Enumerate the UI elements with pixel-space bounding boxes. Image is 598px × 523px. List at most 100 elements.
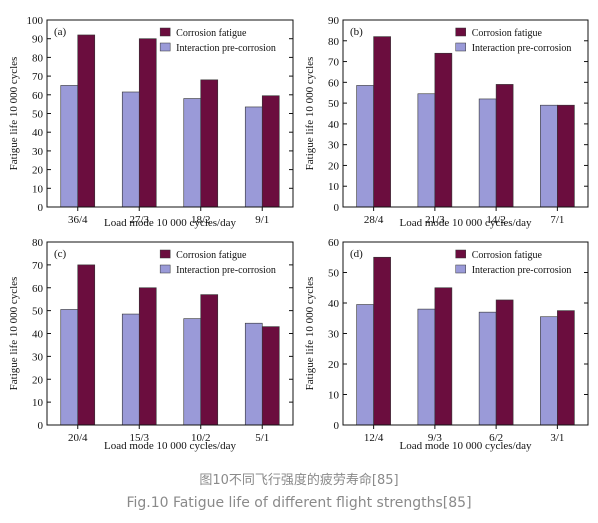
y-tick-label: 20	[328, 160, 340, 172]
bar-interaction-pre-corrosion	[417, 93, 436, 208]
legend-swatch	[159, 264, 171, 274]
x-tick-label: 9/3	[428, 432, 443, 444]
legend-label: Interaction pre-corrosion	[176, 265, 276, 276]
x-axis-label: Load mode 10 000 cycles/day	[104, 440, 236, 452]
figure-caption-chinese: 图10不同飞行强度的疲劳寿命[85]	[199, 473, 399, 488]
y-tick-label: 0	[334, 202, 340, 214]
y-tick-label: 50	[32, 109, 44, 121]
bar-interaction-pre-corrosion	[356, 85, 374, 208]
bar-interaction-pre-corrosion	[121, 313, 140, 426]
y-tick-label: 50	[32, 306, 44, 318]
y-tick-label: 10	[328, 181, 340, 193]
bar-corrosion-fatigue	[434, 52, 453, 208]
y-tick-label: 20	[32, 165, 44, 177]
y-tick-label: 90	[32, 34, 44, 46]
bar-corrosion-fatigue	[373, 36, 391, 208]
y-tick-label: 60	[32, 283, 44, 295]
bar-interaction-pre-corrosion	[244, 322, 263, 426]
bar-corrosion-fatigue	[373, 256, 391, 426]
legend: Corrosion fatigue Interaction pre-corrosi…	[159, 249, 276, 276]
bar-corrosion-fatigue	[200, 79, 219, 208]
y-tick-label: 30	[32, 146, 44, 158]
chart-panel-1: 0 10 20 30 40 50 60 70 80 90 100 36/4 27/3 18/2 9/1 (a)…	[8, 15, 294, 229]
x-tick-label: 7/1	[550, 214, 564, 226]
y-tick-label: 60	[328, 77, 340, 89]
y-tick-label: 80	[328, 36, 340, 48]
legend-label: Corrosion fatigue	[176, 28, 247, 39]
bar-corrosion-fatigue	[138, 287, 157, 426]
legend: Corrosion fatigue Interaction pre-corrosi…	[455, 27, 572, 54]
panel-label: (c)	[54, 248, 67, 260]
y-tick-label: 40	[32, 127, 44, 139]
y-tick-label: 50	[328, 98, 340, 110]
chart-panel-4: 0 10 20 30 40 50 60 12/4 9/3 6/2 3/1 (d) Corrosion f…	[304, 237, 589, 452]
legend-label: Corrosion fatigue	[472, 250, 543, 261]
y-tick-label: 20	[32, 374, 44, 386]
y-tick-label: 60	[328, 237, 340, 249]
y-axis-label: Fatigue life 10 000 cycles	[8, 57, 20, 171]
panel-label: (a)	[54, 26, 67, 38]
x-tick-label: 12/4	[364, 432, 384, 444]
y-tick-label: 40	[328, 298, 340, 310]
bar-interaction-pre-corrosion	[417, 308, 436, 426]
x-tick-label: 27/3	[129, 214, 149, 226]
panel-label: (b)	[350, 26, 363, 38]
bar-interaction-pre-corrosion	[478, 98, 497, 208]
legend-label: Corrosion fatigue	[472, 28, 543, 39]
figure-caption-english: Fig.10 Fatigue life of different flight …	[126, 495, 472, 511]
y-tick-label: 70	[328, 57, 340, 69]
x-tick-label: 9/1	[255, 214, 269, 226]
x-tick-label: 5/1	[255, 432, 269, 444]
bar-corrosion-fatigue	[557, 104, 575, 208]
y-tick-label: 0	[38, 420, 44, 432]
bar-corrosion-fatigue	[557, 310, 575, 426]
y-tick-label: 80	[32, 52, 44, 64]
x-axis-label: Load mode 10 000 cycles/day	[400, 217, 532, 229]
legend-label: Interaction pre-corrosion	[176, 43, 276, 54]
x-tick-label: 14/2	[486, 214, 506, 226]
bar-interaction-pre-corrosion	[540, 104, 558, 208]
y-tick-label: 0	[334, 420, 340, 432]
bar-corrosion-fatigue	[200, 294, 219, 426]
bar-corrosion-fatigue	[434, 287, 453, 426]
y-tick-label: 70	[32, 260, 44, 272]
legend-swatch	[455, 249, 466, 259]
y-tick-label: 10	[328, 390, 340, 402]
x-tick-label: 15/3	[129, 432, 149, 444]
legend-label: Corrosion fatigue	[176, 250, 247, 261]
chart-panel-3: 0 10 20 30 40 50 60 70 80 20/4 15/3 10/2 5/1 (c) Corro…	[8, 237, 294, 452]
x-tick-label: 6/2	[489, 432, 503, 444]
bar-interaction-pre-corrosion	[183, 318, 202, 426]
bar-interaction-pre-corrosion	[60, 309, 79, 426]
y-tick-label: 10	[32, 183, 44, 195]
y-tick-label: 40	[32, 329, 44, 341]
bar-corrosion-fatigue	[495, 299, 514, 426]
plot-frame	[46, 241, 294, 426]
x-tick-label: 10/2	[191, 432, 211, 444]
bar-interaction-pre-corrosion	[183, 98, 202, 208]
y-axis-label: Fatigue life 10 000 cycles	[304, 277, 316, 391]
legend-swatch	[455, 27, 466, 37]
y-tick-label: 60	[32, 90, 44, 102]
bar-interaction-pre-corrosion	[356, 304, 374, 426]
legend: Corrosion fatigue Interaction pre-corrosi…	[159, 27, 276, 54]
legend-label: Interaction pre-corrosion	[472, 43, 572, 54]
plot-frame	[342, 241, 589, 426]
bar-interaction-pre-corrosion	[60, 85, 79, 208]
legend: Corrosion fatigue Interaction pre-corrosi…	[455, 249, 571, 276]
y-tick-label: 80	[32, 237, 44, 249]
panel-label: (d)	[350, 248, 363, 260]
x-tick-label: 20/4	[68, 432, 88, 444]
bar-corrosion-fatigue	[261, 95, 280, 208]
y-tick-label: 0	[38, 202, 44, 214]
y-tick-label: 30	[328, 140, 340, 152]
y-tick-label: 30	[328, 329, 340, 341]
x-axis-label: Load mode 10 000 cycles/day	[400, 440, 532, 452]
y-tick-label: 10	[32, 397, 44, 409]
bar-interaction-pre-corrosion	[244, 106, 263, 208]
legend-swatch	[159, 42, 171, 52]
y-tick-label: 40	[328, 119, 340, 131]
y-axis-label: Fatigue life 10 000 cycles	[8, 277, 20, 391]
plot-frame	[342, 19, 589, 208]
